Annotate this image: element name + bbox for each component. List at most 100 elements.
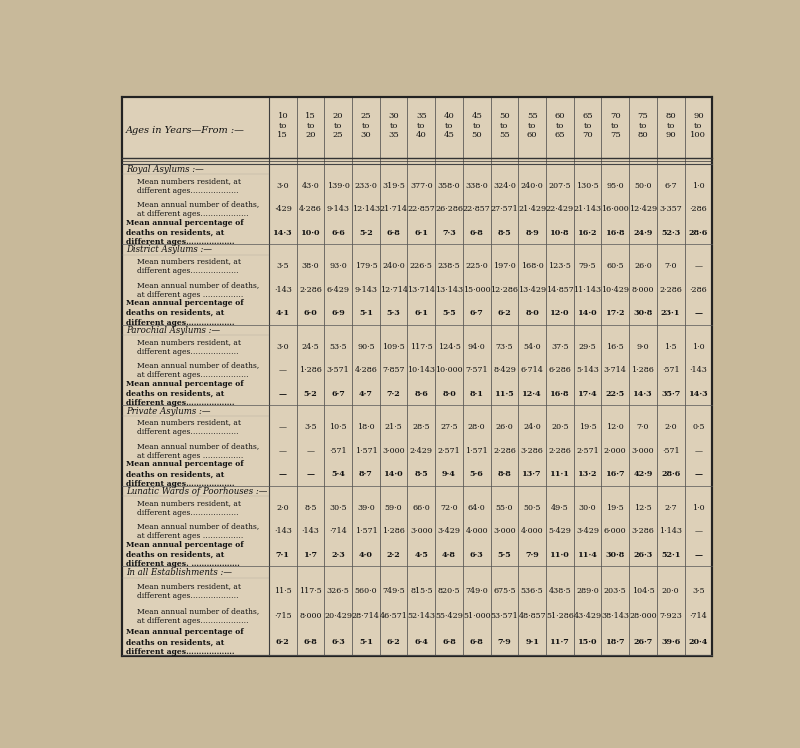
Text: 1·143: 1·143 — [659, 527, 682, 536]
Text: 22·857: 22·857 — [463, 205, 490, 213]
Text: —: — — [694, 447, 702, 455]
Text: 90
to
100: 90 to 100 — [690, 112, 706, 139]
Text: —: — — [279, 470, 287, 478]
Text: 28·000: 28·000 — [629, 613, 657, 620]
Text: 2·7: 2·7 — [664, 504, 677, 512]
Text: 11·5: 11·5 — [274, 586, 292, 595]
Text: 9·0: 9·0 — [637, 343, 650, 351]
Text: 43·429: 43·429 — [574, 613, 602, 620]
Text: 25
to
30: 25 to 30 — [361, 112, 371, 139]
Text: 2·286: 2·286 — [659, 286, 682, 294]
Text: 820·5: 820·5 — [438, 586, 460, 595]
Text: 289·0: 289·0 — [576, 586, 599, 595]
Text: Mean annual number of deaths,
at different ages …………….: Mean annual number of deaths, at differe… — [138, 522, 259, 540]
Text: —: — — [279, 390, 287, 398]
Text: 18·0: 18·0 — [357, 423, 374, 432]
Text: ·143: ·143 — [274, 286, 292, 294]
Text: 749·5: 749·5 — [382, 586, 405, 595]
Text: 109·5: 109·5 — [382, 343, 405, 351]
Text: 53·5: 53·5 — [330, 343, 347, 351]
Text: 29·5: 29·5 — [578, 343, 597, 351]
Text: 6·9: 6·9 — [331, 309, 345, 317]
Text: 8·000: 8·000 — [632, 286, 654, 294]
Text: 19·5: 19·5 — [606, 504, 624, 512]
Text: 66·0: 66·0 — [413, 504, 430, 512]
Text: 13·2: 13·2 — [578, 470, 598, 478]
Text: 2·000: 2·000 — [604, 447, 626, 455]
Text: 20·4: 20·4 — [689, 638, 708, 646]
Text: 7·1: 7·1 — [276, 551, 290, 559]
Text: Mean annual number of deaths,
at different ages……………….: Mean annual number of deaths, at differe… — [138, 607, 259, 625]
Text: Mean numbers resident, at
different ages……………….: Mean numbers resident, at different ages… — [138, 582, 242, 600]
Text: 338·0: 338·0 — [466, 182, 488, 190]
Text: 21·143: 21·143 — [574, 205, 602, 213]
Text: 24·9: 24·9 — [634, 229, 653, 236]
Text: 319·5: 319·5 — [382, 182, 405, 190]
Text: 560·0: 560·0 — [354, 586, 378, 595]
Text: 130·5: 130·5 — [576, 182, 599, 190]
Text: 20·0: 20·0 — [662, 586, 679, 595]
Text: 7·0: 7·0 — [637, 423, 650, 432]
Text: 16·8: 16·8 — [550, 390, 570, 398]
Text: 16·8: 16·8 — [606, 229, 625, 236]
Text: 46·571: 46·571 — [380, 613, 407, 620]
Text: 10·429: 10·429 — [602, 286, 630, 294]
Text: 3·0: 3·0 — [277, 182, 289, 190]
Text: ·714: ·714 — [330, 527, 347, 536]
Text: 6·1: 6·1 — [414, 229, 428, 236]
Text: 52·3: 52·3 — [661, 229, 680, 236]
Text: 139·0: 139·0 — [326, 182, 350, 190]
Text: 117·5: 117·5 — [299, 586, 322, 595]
Text: 3·571: 3·571 — [327, 367, 350, 374]
Text: 5·6: 5·6 — [470, 470, 484, 478]
Text: —: — — [694, 309, 702, 317]
Text: 30·5: 30·5 — [330, 504, 347, 512]
Text: 3·286: 3·286 — [631, 527, 654, 536]
Text: 6·8: 6·8 — [386, 229, 401, 236]
Text: 324·0: 324·0 — [493, 182, 516, 190]
Text: 3·5: 3·5 — [304, 423, 317, 432]
Text: In all Establishments :—: In all Establishments :— — [126, 568, 232, 577]
Text: 675·5: 675·5 — [493, 586, 516, 595]
Text: 14·3: 14·3 — [689, 390, 708, 398]
Text: 1·0: 1·0 — [692, 182, 705, 190]
Text: 6·8: 6·8 — [304, 638, 318, 646]
Text: 2·3: 2·3 — [331, 551, 345, 559]
Text: 7·9: 7·9 — [526, 551, 539, 559]
Text: 6·2: 6·2 — [276, 638, 290, 646]
Text: 26·286: 26·286 — [435, 205, 463, 213]
Text: 49·5: 49·5 — [551, 504, 569, 512]
Text: —: — — [306, 470, 314, 478]
Text: 55·0: 55·0 — [496, 504, 514, 512]
Text: 815·5: 815·5 — [410, 586, 433, 595]
Text: 10·000: 10·000 — [435, 367, 463, 374]
Text: 536·5: 536·5 — [521, 586, 543, 595]
Text: 6·8: 6·8 — [470, 229, 484, 236]
Text: 28·714: 28·714 — [352, 613, 380, 620]
Text: 12·0: 12·0 — [550, 309, 570, 317]
Text: 22·429: 22·429 — [546, 205, 574, 213]
Text: 21·429: 21·429 — [518, 205, 546, 213]
Text: 38·0: 38·0 — [302, 263, 319, 270]
Text: 179·5: 179·5 — [354, 263, 378, 270]
Text: 13·429: 13·429 — [518, 286, 546, 294]
Text: 7·0: 7·0 — [665, 263, 677, 270]
Text: 5·3: 5·3 — [386, 309, 401, 317]
Text: 7·3: 7·3 — [442, 229, 456, 236]
Text: Mean numbers resident, at
different ages……………….: Mean numbers resident, at different ages… — [138, 177, 242, 194]
Text: 50
to
55: 50 to 55 — [499, 112, 510, 139]
Text: 40
to
45: 40 to 45 — [444, 112, 454, 139]
Text: —: — — [306, 447, 314, 455]
Text: 15
to
20: 15 to 20 — [305, 112, 316, 139]
Text: 20
to
25: 20 to 25 — [333, 112, 343, 139]
Text: 3·000: 3·000 — [493, 527, 516, 536]
Text: 30·8: 30·8 — [634, 309, 653, 317]
Text: —: — — [279, 367, 287, 374]
Text: 6·7: 6·7 — [664, 182, 677, 190]
Text: 23·1: 23·1 — [661, 309, 681, 317]
Text: 93·0: 93·0 — [330, 263, 347, 270]
Text: 28·5: 28·5 — [413, 423, 430, 432]
Text: 35
to
40: 35 to 40 — [416, 112, 426, 139]
Text: 7·9: 7·9 — [498, 638, 511, 646]
Text: 0·5: 0·5 — [692, 423, 705, 432]
